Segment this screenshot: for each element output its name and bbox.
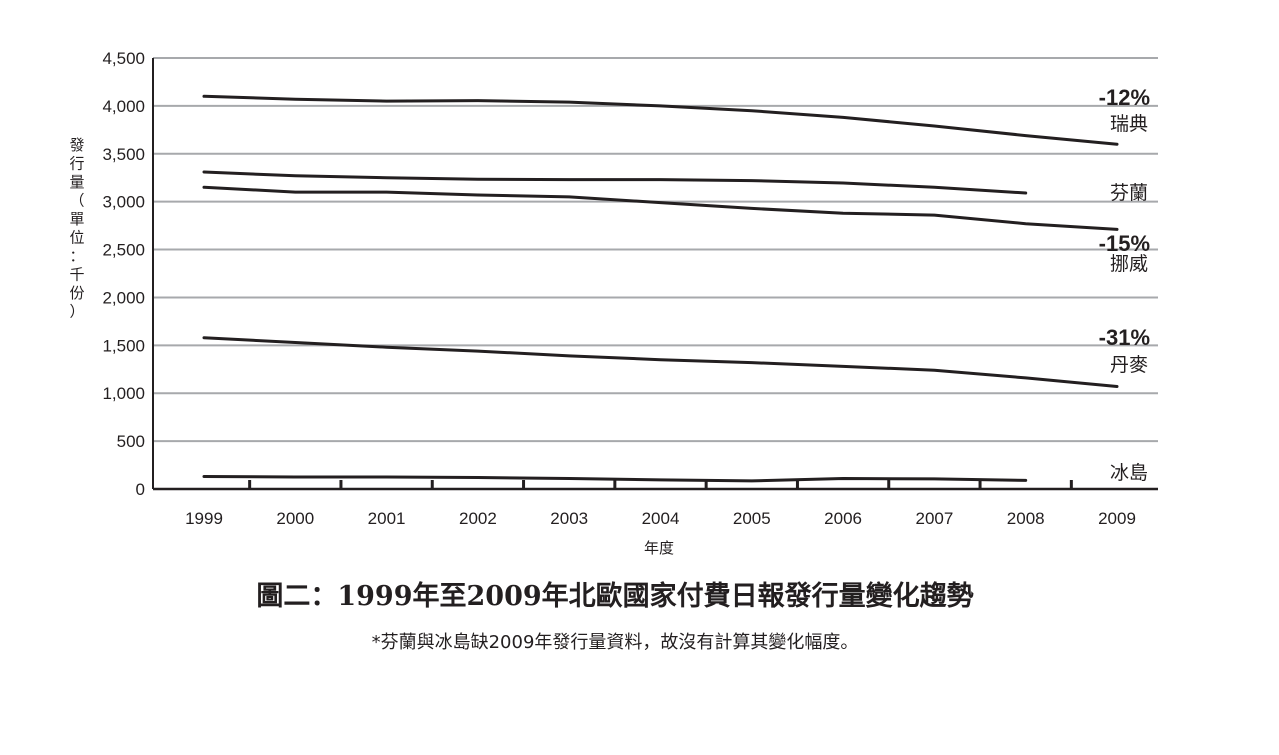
series-line-瑞典 xyxy=(202,94,1119,146)
y-axis-title-char: 千 xyxy=(69,266,84,284)
y-tick-label: 3,500 xyxy=(102,145,145,164)
series-line-丹麥 xyxy=(202,336,1119,388)
gridlines xyxy=(153,57,1158,443)
y-axis-title-char: ） xyxy=(69,303,84,321)
x-tick-label: 2000 xyxy=(276,509,314,528)
y-axis-title-char: 量 xyxy=(69,173,84,191)
y-axis-title-char: （ xyxy=(69,192,84,210)
x-tick-label: 2003 xyxy=(550,509,588,528)
series-change-label: -15% xyxy=(1099,231,1150,256)
series-change-label: -12% xyxy=(1099,85,1150,110)
y-tick-label: 2,000 xyxy=(102,288,145,307)
x-tick-label: 2002 xyxy=(459,509,497,528)
x-tick-label: 2001 xyxy=(368,509,406,528)
y-tick-label: 4,000 xyxy=(102,97,145,116)
axes xyxy=(152,58,1158,491)
x-axis-ticks: 1999 2000 2001 2002 2003 2004 2005 2006 2007 2008… xyxy=(185,480,1136,528)
x-tick-label: 2008 xyxy=(1007,509,1045,528)
figure-title: 圖二：1999年至2009年北歐國家付費日報發行量變化趨勢 xyxy=(256,581,974,612)
figure-note: *芬蘭與冰島缺2009年發行量資料，故沒有計算其變化幅度。 xyxy=(371,632,859,653)
x-axis-title: 年度 xyxy=(644,539,674,557)
series-label: 挪威 xyxy=(1110,253,1148,275)
x-tick-label: 2009 xyxy=(1098,509,1136,528)
y-axis-ticks: 0 500 1,000 1,500 2,000 2,500 3,000 3,500 4,000 4… xyxy=(102,49,145,499)
y-tick-label: 500 xyxy=(117,432,145,451)
y-tick-label: 2,500 xyxy=(102,241,145,260)
y-axis-title-char: 行 xyxy=(69,155,84,173)
series-line-挪威 xyxy=(202,185,1119,231)
y-tick-label: 4,500 xyxy=(102,49,145,68)
y-tick-label: 0 xyxy=(136,480,145,499)
series-change-label: -31% xyxy=(1099,325,1150,350)
series-label: 丹麥 xyxy=(1110,354,1148,376)
x-tick-label: 2007 xyxy=(915,509,953,528)
series-line-冰島 xyxy=(202,475,1028,483)
line-chart: 0 500 1,000 1,500 2,000 2,500 3,000 3,500 4,000 4… xyxy=(69,49,1158,557)
y-tick-label: 3,000 xyxy=(102,193,145,212)
x-tick-label: 2004 xyxy=(642,509,680,528)
y-axis-title-char: ： xyxy=(69,247,84,265)
series-line-芬蘭 xyxy=(202,170,1028,195)
x-tick-label: 2006 xyxy=(824,509,862,528)
series-label: 冰島 xyxy=(1110,462,1148,484)
series-label: 芬蘭 xyxy=(1110,182,1148,204)
y-axis-title: 發行量（單位：千份） xyxy=(69,136,84,321)
y-axis-title-char: 位 xyxy=(69,229,84,247)
series-lines xyxy=(202,94,1119,483)
y-axis-title-char: 發 xyxy=(69,136,84,154)
x-tick-label: 2005 xyxy=(733,509,771,528)
y-tick-label: 1,000 xyxy=(102,384,145,403)
series-label: 瑞典 xyxy=(1110,113,1148,135)
y-axis-title-char: 單 xyxy=(69,210,84,228)
y-axis-title-char: 份 xyxy=(69,284,84,302)
x-tick-label: 1999 xyxy=(185,509,223,528)
y-tick-label: 1,500 xyxy=(102,336,145,355)
